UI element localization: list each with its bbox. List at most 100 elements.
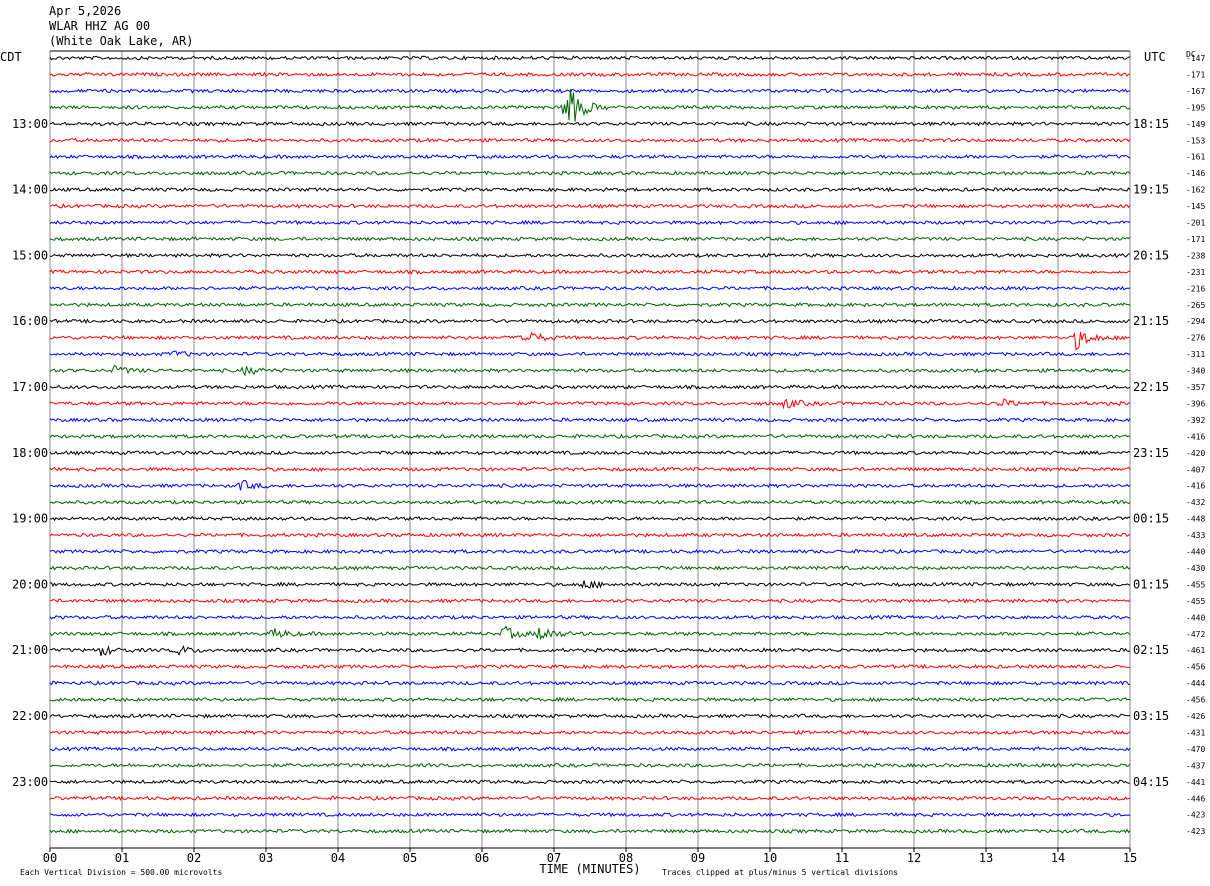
x-tick-label: 08 <box>619 851 633 865</box>
dc-offset-label: -147 <box>1186 54 1205 63</box>
trace-line <box>49 252 1131 259</box>
trace-line <box>49 696 1131 703</box>
utc-hour-label: 01:15 <box>1133 577 1169 591</box>
dc-offset-label: -294 <box>1186 317 1205 326</box>
cdt-hour-label: 23:00 <box>12 775 48 789</box>
trace-line <box>49 433 1131 440</box>
dc-offset-label: -440 <box>1186 613 1205 622</box>
scale-footer: Each Vertical Division = 500.00 microvol… <box>20 868 222 877</box>
x-tick-label: 15 <box>1123 851 1137 865</box>
dc-offset-label: -276 <box>1186 334 1205 343</box>
dc-offset-label: -396 <box>1186 399 1205 408</box>
dc-offset-label: -440 <box>1186 548 1205 557</box>
dc-offset-label: -149 <box>1186 120 1205 129</box>
x-tick-label: 03 <box>259 851 273 865</box>
utc-hour-label: 19:15 <box>1133 183 1169 197</box>
x-tick-label: 13 <box>979 851 993 865</box>
trace-line <box>49 449 1131 456</box>
dc-offset-label: -420 <box>1186 449 1205 458</box>
x-tick-label: 01 <box>115 851 129 865</box>
dc-offset-label: -448 <box>1186 515 1205 524</box>
trace-line <box>49 301 1131 308</box>
x-tick-label: 09 <box>691 851 705 865</box>
dc-offset-label: -433 <box>1186 531 1205 540</box>
plot-header: Apr 5,2026 WLAR HHZ AG 00 (White Oak Lak… <box>49 4 194 49</box>
utc-hour-label: 23:15 <box>1133 446 1169 460</box>
trace-line <box>49 580 1131 589</box>
trace-line <box>49 331 1130 351</box>
cdt-hour-label: 13:00 <box>12 117 48 131</box>
trace-line <box>49 811 1131 818</box>
x-tick-label: 00 <box>43 851 57 865</box>
dc-column-title: DC <box>1186 50 1196 59</box>
dc-offset-label: -430 <box>1186 564 1205 573</box>
dc-offset-label: -357 <box>1186 383 1205 392</box>
dc-offset-label: -431 <box>1186 728 1205 737</box>
trace-line <box>49 398 1131 410</box>
trace-line <box>49 644 1131 657</box>
trace-line <box>49 499 1131 506</box>
cdt-hour-label: 14:00 <box>12 183 48 197</box>
trace-line <box>50 598 1131 604</box>
trace-line <box>49 548 1131 555</box>
dc-offset-label: -216 <box>1186 284 1205 293</box>
dc-offset-label: -441 <box>1186 778 1205 787</box>
cdt-hour-label: 22:00 <box>12 709 48 723</box>
dc-offset-label: -446 <box>1186 794 1205 803</box>
dc-offset-label: -423 <box>1186 827 1205 836</box>
cdt-hour-label: 16:00 <box>12 314 48 328</box>
clipping-footer: Traces clipped at plus/minus 5 vertical … <box>662 868 898 877</box>
trace-line <box>49 318 1131 324</box>
trace-line <box>49 417 1131 423</box>
trace-line <box>49 219 1131 226</box>
cdt-hour-label: 15:00 <box>12 248 48 262</box>
minute-grid <box>49 50 1131 849</box>
trace-line <box>49 729 1131 736</box>
utc-hour-label: 04:15 <box>1133 775 1169 789</box>
dc-offset-label: -161 <box>1186 153 1205 162</box>
trace-line <box>49 153 1131 160</box>
trace-line <box>49 680 1131 686</box>
left-timezone-label: CDT <box>0 50 22 64</box>
trace-line <box>49 285 1131 292</box>
trace-line <box>49 828 1131 834</box>
station-code: WLAR HHZ AG 00 <box>49 19 151 33</box>
dc-offset-label: -171 <box>1186 70 1205 79</box>
cdt-hour-label: 20:00 <box>12 577 48 591</box>
trace-line <box>49 663 1131 670</box>
x-tick-label: 11 <box>835 851 849 865</box>
dc-offset-label: -171 <box>1186 235 1205 244</box>
trace-line <box>49 121 1131 127</box>
dc-offset-label: -423 <box>1186 811 1205 820</box>
trace-line <box>49 364 1131 377</box>
trace-line <box>49 350 1131 357</box>
dc-offset-label: -426 <box>1186 712 1205 721</box>
trace-line <box>49 713 1131 719</box>
x-tick-label: 07 <box>547 851 561 865</box>
x-axis-ticks: 00 01 02 03 04 05 06 07 08 09 10 11 12 13 14 15 <box>43 848 1137 865</box>
trace-line <box>49 186 1131 193</box>
dc-offset-label: -311 <box>1186 350 1205 359</box>
dc-offset-label: -407 <box>1186 465 1205 474</box>
trace-line <box>49 532 1131 538</box>
utc-hour-label: 03:15 <box>1133 709 1169 723</box>
dc-offset-label: -470 <box>1186 745 1205 754</box>
x-tick-label: 10 <box>763 851 777 865</box>
x-tick-label: 02 <box>187 851 201 865</box>
cdt-hour-label: 19:00 <box>12 512 48 526</box>
trace-line <box>49 170 1131 176</box>
utc-hour-label: 20:15 <box>1133 248 1169 262</box>
station-location: (White Oak Lake, AR) <box>49 34 194 48</box>
dc-offset-labels: -147 -171 -167 -195 -149 -153 -161 -146 -162 -145… <box>1186 54 1205 836</box>
x-tick-label: 14 <box>1051 851 1065 865</box>
dc-offset-label: -167 <box>1186 87 1205 96</box>
cdt-hour-label: 17:00 <box>12 380 48 394</box>
trace-line <box>49 384 1131 390</box>
dc-offset-label: -392 <box>1186 416 1205 425</box>
dc-offset-label: -201 <box>1186 219 1205 228</box>
trace-line <box>49 762 1131 769</box>
dc-offset-label: -265 <box>1186 301 1205 310</box>
dc-offset-label: -238 <box>1186 251 1205 260</box>
dc-offset-label: -455 <box>1186 580 1205 589</box>
